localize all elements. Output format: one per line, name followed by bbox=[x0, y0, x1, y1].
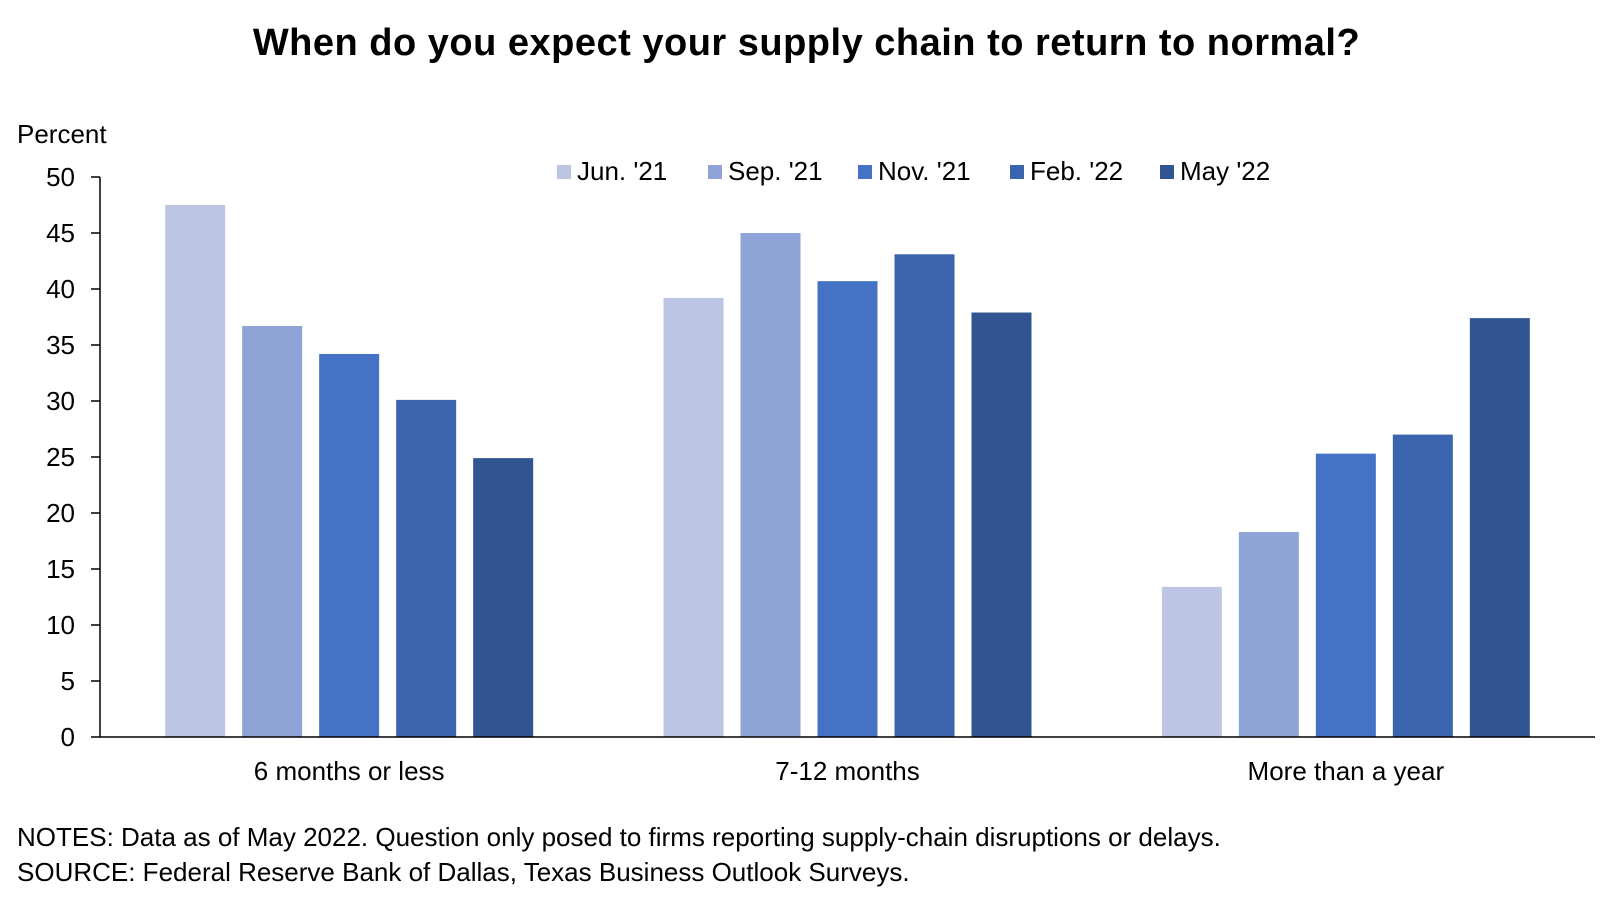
bar bbox=[165, 205, 226, 737]
y-tick-label: 15 bbox=[46, 554, 75, 584]
bar bbox=[319, 353, 380, 737]
bar bbox=[971, 312, 1032, 737]
legend-swatch bbox=[858, 165, 872, 179]
legend-swatch bbox=[1160, 165, 1174, 179]
source-text: SOURCE: Federal Reserve Bank of Dallas, … bbox=[17, 857, 910, 887]
y-tick-label: 0 bbox=[61, 722, 75, 752]
legend-label: Sep. '21 bbox=[728, 156, 823, 186]
bar bbox=[894, 254, 955, 737]
y-tick-label: 35 bbox=[46, 330, 75, 360]
legend-label: Jun. '21 bbox=[577, 156, 667, 186]
bar bbox=[473, 458, 534, 737]
bars bbox=[165, 205, 1530, 737]
y-tick-label: 10 bbox=[46, 610, 75, 640]
x-tick-label: More than a year bbox=[1248, 756, 1445, 786]
bar bbox=[242, 325, 303, 737]
bar bbox=[396, 399, 457, 737]
y-tick-label: 45 bbox=[46, 218, 75, 248]
y-axis: 0 5 10 15 20 25 30 35 40 45 50 bbox=[46, 162, 100, 752]
bar bbox=[1469, 318, 1530, 737]
y-tick-label: 20 bbox=[46, 498, 75, 528]
y-tick-label: 30 bbox=[46, 386, 75, 416]
bar bbox=[663, 297, 724, 737]
legend-swatch bbox=[1010, 165, 1024, 179]
notes-text: NOTES: Data as of May 2022. Question onl… bbox=[17, 822, 1221, 852]
y-tick-label: 40 bbox=[46, 274, 75, 304]
y-tick-label: 50 bbox=[46, 162, 75, 192]
chart-title: When do you expect your supply chain to … bbox=[252, 22, 1361, 64]
y-tick-label: 25 bbox=[46, 442, 75, 472]
legend-label: May '22 bbox=[1180, 156, 1270, 186]
x-axis: 6 months or less 7-12 months More than a y… bbox=[254, 756, 1445, 786]
y-axis-label: Percent bbox=[17, 119, 107, 149]
legend-swatch bbox=[557, 165, 571, 179]
y-tick-label: 5 bbox=[61, 666, 75, 696]
bar bbox=[1238, 532, 1299, 737]
bar bbox=[1392, 434, 1453, 737]
bar bbox=[817, 281, 878, 737]
x-tick-label: 6 months or less bbox=[254, 756, 445, 786]
x-tick-label: 7-12 months bbox=[775, 756, 920, 786]
bar bbox=[1315, 453, 1376, 737]
bar bbox=[740, 233, 801, 737]
legend: Jun. '21 Sep. '21 Nov. '21 Feb. '22 May '22 bbox=[557, 156, 1270, 186]
legend-swatch bbox=[708, 165, 722, 179]
legend-label: Nov. '21 bbox=[878, 156, 971, 186]
legend-label: Feb. '22 bbox=[1030, 156, 1123, 186]
bar bbox=[1161, 586, 1222, 737]
